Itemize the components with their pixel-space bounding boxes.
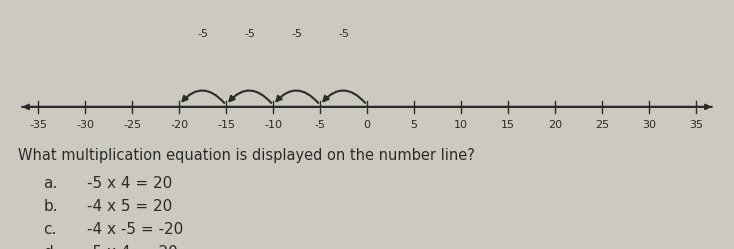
Text: -30: -30 bbox=[76, 120, 94, 130]
Text: -5: -5 bbox=[197, 29, 208, 39]
Text: -15: -15 bbox=[217, 120, 235, 130]
Text: -35: -35 bbox=[29, 120, 47, 130]
Text: What multiplication equation is displayed on the number line?: What multiplication equation is displaye… bbox=[18, 148, 475, 163]
Text: 30: 30 bbox=[642, 120, 656, 130]
Text: -5: -5 bbox=[315, 120, 325, 130]
Text: 25: 25 bbox=[595, 120, 609, 130]
Text: -5: -5 bbox=[244, 29, 255, 39]
Text: c.: c. bbox=[43, 222, 57, 237]
Text: 20: 20 bbox=[548, 120, 562, 130]
Text: d.: d. bbox=[43, 245, 58, 249]
Text: -5: -5 bbox=[338, 29, 349, 39]
Text: 35: 35 bbox=[688, 120, 703, 130]
Text: a.: a. bbox=[43, 176, 58, 191]
Text: 15: 15 bbox=[501, 120, 515, 130]
Text: -25: -25 bbox=[123, 120, 141, 130]
Text: -5 x 4 = 20: -5 x 4 = 20 bbox=[87, 176, 172, 191]
Text: 10: 10 bbox=[454, 120, 468, 130]
Text: 5: 5 bbox=[410, 120, 418, 130]
Text: b.: b. bbox=[43, 199, 58, 214]
Text: -5: -5 bbox=[291, 29, 302, 39]
Text: -20: -20 bbox=[170, 120, 188, 130]
Text: -5 x 4 = -20: -5 x 4 = -20 bbox=[87, 245, 178, 249]
Text: 0: 0 bbox=[363, 120, 371, 130]
Text: -10: -10 bbox=[264, 120, 282, 130]
Text: -4 x 5 = 20: -4 x 5 = 20 bbox=[87, 199, 172, 214]
Text: -4 x -5 = -20: -4 x -5 = -20 bbox=[87, 222, 183, 237]
